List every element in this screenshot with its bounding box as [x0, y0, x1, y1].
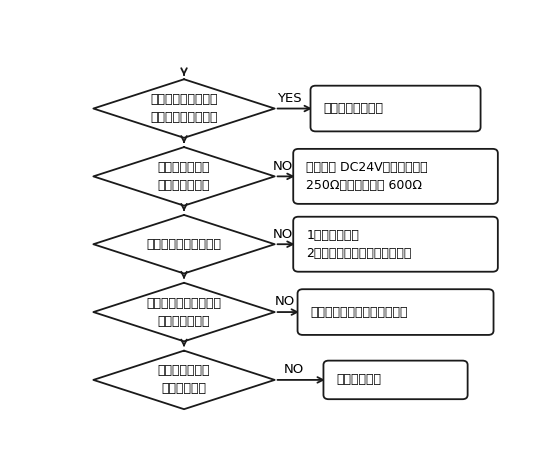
Text: 1、检查变送器
2、检查变送器与显示仪表连线: 1、检查变送器 2、检查变送器与显示仪表连线: [306, 229, 412, 260]
Text: 变送器是否有电流输出: 变送器是否有电流输出: [146, 238, 222, 251]
FancyBboxPatch shape: [293, 217, 498, 272]
Text: NO: NO: [273, 160, 293, 173]
Text: NO: NO: [284, 363, 304, 377]
FancyBboxPatch shape: [310, 86, 481, 131]
Text: 检查导压管、取压阀、
三阀组是否畅通: 检查导压管、取压阀、 三阀组是否畅通: [146, 297, 222, 328]
Text: 重新进行灌装: 重新进行灌装: [336, 373, 382, 386]
Polygon shape: [94, 215, 275, 273]
Text: 变送器供电、负
载电阻是否正确: 变送器供电、负 载电阻是否正确: [158, 161, 211, 192]
Text: 电源应为 DC24V，负载电阻为
250Ω，最大不超过 600Ω: 电源应为 DC24V，负载电阻为 250Ω，最大不超过 600Ω: [306, 161, 428, 192]
Polygon shape: [94, 79, 275, 138]
Text: 检查冷凝液、隔
离液是否正常: 检查冷凝液、隔 离液是否正常: [158, 364, 211, 395]
FancyBboxPatch shape: [297, 289, 494, 335]
Polygon shape: [94, 147, 275, 206]
Text: 检查堵塞点并进行处理或修复: 检查堵塞点并进行处理或修复: [310, 306, 408, 318]
Text: YES: YES: [277, 92, 301, 105]
Text: 校准显示控制仪表: 校准显示控制仪表: [324, 102, 383, 115]
Polygon shape: [94, 350, 275, 409]
Text: 显示仪表或控制系统
的输入信号是否正常: 显示仪表或控制系统 的输入信号是否正常: [150, 93, 218, 124]
Text: NO: NO: [273, 228, 293, 241]
FancyBboxPatch shape: [293, 149, 498, 204]
Polygon shape: [94, 283, 275, 342]
Text: NO: NO: [275, 296, 295, 308]
FancyBboxPatch shape: [324, 360, 468, 399]
